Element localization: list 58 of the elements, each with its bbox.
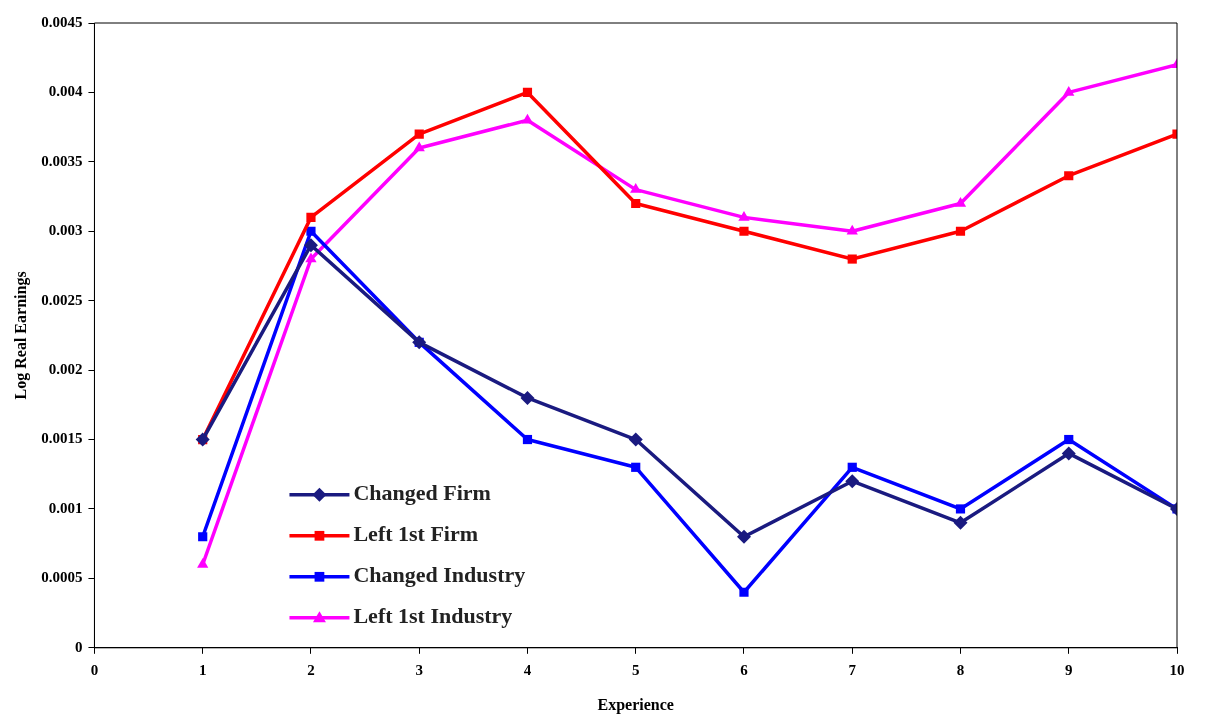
point	[847, 462, 857, 472]
point	[847, 254, 857, 264]
point	[1063, 85, 1075, 96]
point	[198, 532, 208, 542]
x-tick-label: 10	[1169, 661, 1185, 678]
x-tick-label: 1	[198, 661, 207, 678]
point	[955, 504, 966, 514]
y-tick-label: 0.003	[48, 222, 83, 239]
y-tick-label: 0.0005	[41, 569, 83, 586]
y-tick-label: 0.0025	[41, 291, 83, 308]
point	[306, 226, 316, 236]
y-tick-label: 0.0035	[41, 152, 83, 169]
point	[845, 474, 860, 489]
point	[953, 515, 968, 530]
point	[738, 210, 750, 221]
point	[306, 212, 316, 222]
point	[413, 141, 425, 152]
x-tick-label: 5	[631, 661, 640, 678]
point	[1064, 171, 1074, 181]
point	[954, 197, 967, 207]
x-tick-label: 2	[307, 661, 315, 678]
legend-label: Left 1st Firm	[353, 521, 479, 547]
x-tick-label: 7	[848, 661, 857, 678]
x-tick-label: 8	[956, 661, 965, 678]
legend-label: Changed Industry	[353, 562, 526, 588]
legend-label: Left 1st Industry	[353, 603, 513, 629]
point	[520, 390, 535, 405]
point	[1061, 446, 1076, 461]
point	[846, 224, 858, 235]
y-tick-label: 0.002	[48, 360, 83, 377]
point	[631, 462, 641, 472]
point	[630, 183, 642, 193]
point	[631, 198, 641, 209]
point	[522, 87, 533, 98]
point	[739, 587, 749, 597]
x-tick-label: 4	[523, 661, 532, 678]
y-tick-label: 0.001	[48, 499, 83, 516]
point	[305, 252, 317, 263]
point	[739, 226, 749, 236]
legend-label: Changed Firm	[353, 480, 491, 506]
y-axis-title: Log Real Earnings	[11, 271, 30, 400]
y-tick-label: 0.0015	[41, 430, 83, 447]
x-tick-label: 3	[415, 661, 423, 678]
point	[303, 238, 318, 253]
point	[522, 434, 533, 445]
point	[736, 529, 751, 544]
x-axis-title: Experience	[597, 695, 674, 714]
point	[414, 129, 424, 139]
point	[1064, 434, 1074, 445]
y-tick-label: 0	[74, 638, 83, 655]
y-tick-label: 0.004	[48, 83, 83, 100]
y-tick-label: 0.0045	[41, 13, 83, 30]
point	[955, 226, 966, 236]
x-tick-label: 0	[90, 661, 99, 678]
point	[628, 432, 643, 447]
x-tick-label: 6	[740, 661, 749, 678]
x-tick-label: 9	[1064, 661, 1073, 678]
point	[197, 557, 209, 568]
